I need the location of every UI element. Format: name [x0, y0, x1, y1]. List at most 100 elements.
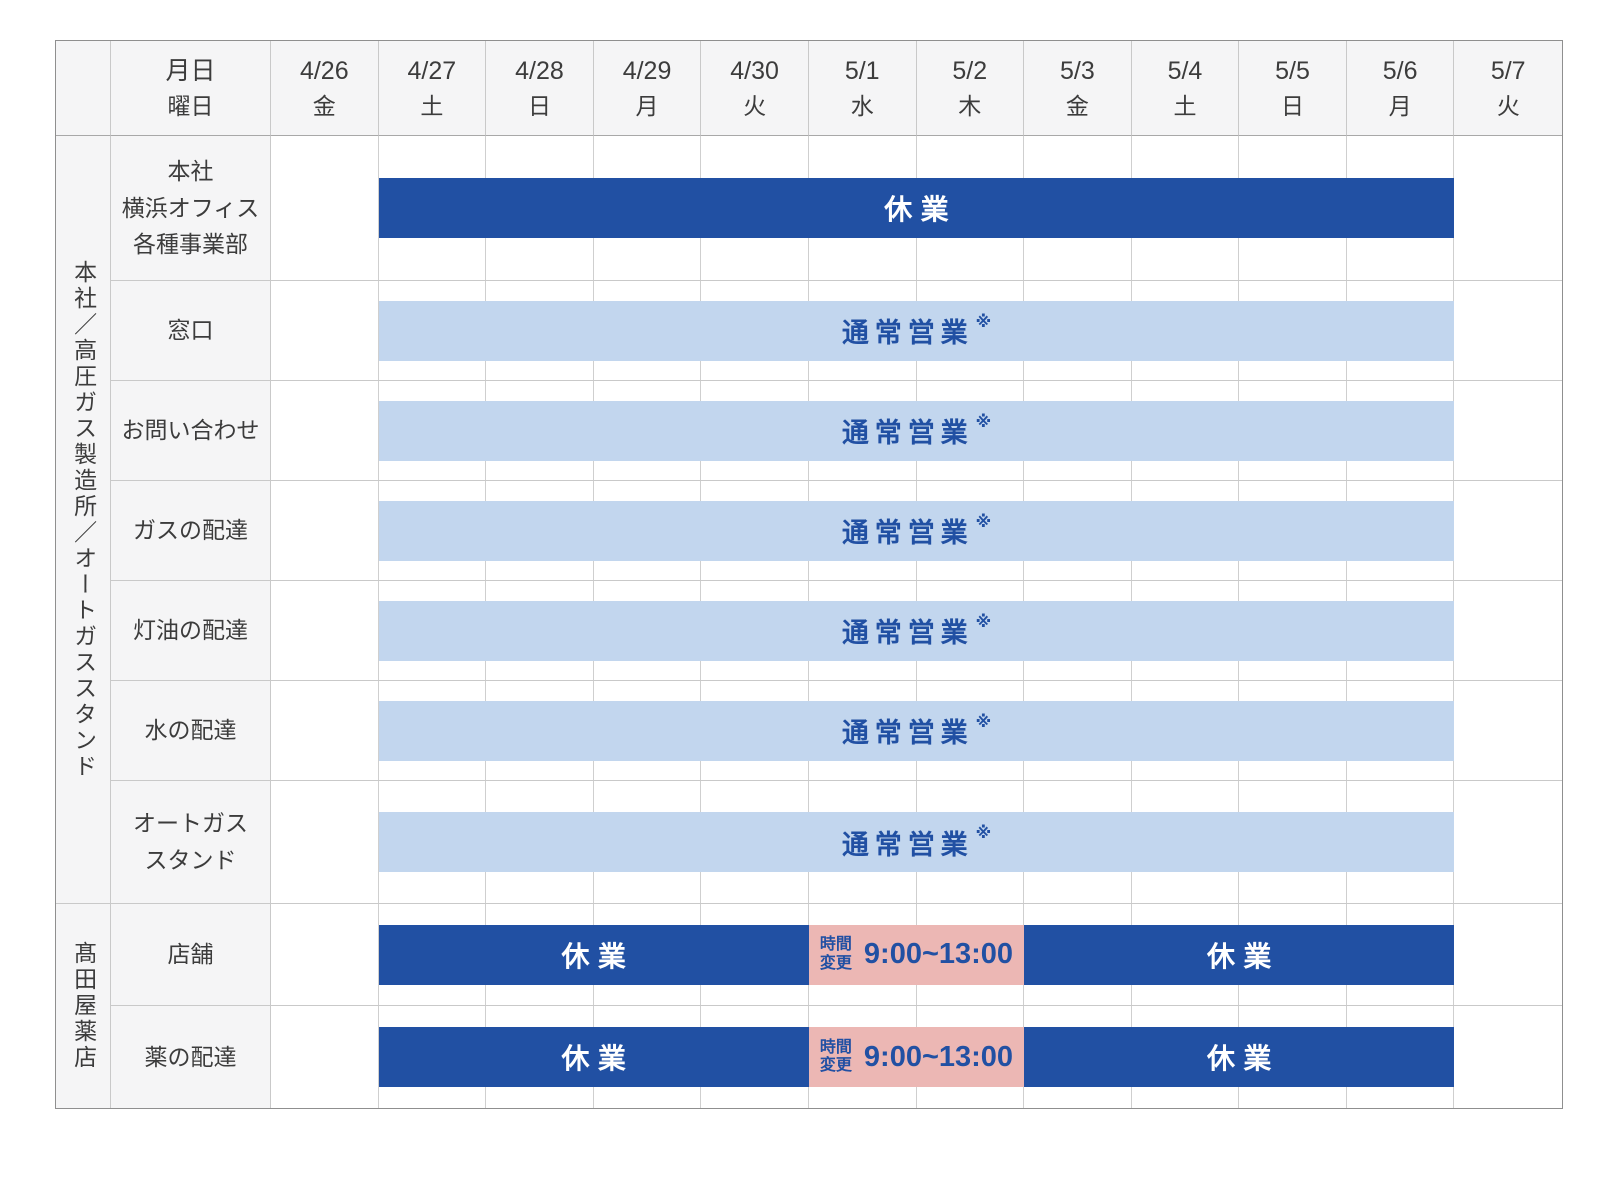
- date-weekday-header-cell: 月日 曜日: [111, 41, 271, 136]
- grid-cell: [271, 904, 379, 1005]
- schedule-track: 通常営業 ※: [271, 481, 1562, 581]
- row-label: 薬の配達: [144, 1043, 237, 1070]
- bar-label: 休業: [561, 940, 635, 972]
- grid-cell: [1454, 381, 1562, 480]
- day-header-cell: 5/6 月: [1346, 41, 1455, 136]
- closed-bar: 休業: [1024, 1027, 1455, 1087]
- normal-operation-bar: 通常営業 ※: [378, 300, 1455, 361]
- grid-cell: [1454, 904, 1562, 1005]
- day-header-weekday: 日: [1281, 92, 1305, 119]
- row-label: オートガス スタンド: [133, 810, 248, 873]
- hours-changed-label: 時間 変更: [819, 1038, 852, 1074]
- normal-operation-bar: 通常営業 ※: [378, 700, 1455, 761]
- grid-cell: [1454, 481, 1562, 580]
- bar-label: 通常営業: [841, 718, 974, 748]
- group-label: 髙田屋薬店: [70, 941, 97, 1071]
- day-header-weekday: 日: [527, 92, 551, 119]
- closed-bar: 休業: [378, 924, 809, 985]
- day-header-weekday: 金: [312, 92, 336, 119]
- hours-value: 9:00~13:00: [863, 1040, 1014, 1073]
- row-label: 灯油の配達: [133, 617, 248, 644]
- day-header-weekday: 月: [1388, 92, 1412, 119]
- note-asterisk: ※: [975, 825, 992, 842]
- day-header-date: 4/26: [299, 56, 349, 85]
- hours-value: 9:00~13:00: [863, 938, 1014, 970]
- closed-bar: 休業: [378, 1027, 809, 1087]
- day-header-date: 5/5: [1275, 56, 1310, 85]
- bar-label: 通常営業: [841, 829, 974, 860]
- grid-cell: [271, 1006, 379, 1108]
- schedule-track: 通常営業 ※: [271, 781, 1562, 904]
- schedule-track: 通常営業 ※: [271, 681, 1562, 781]
- row-label: 水の配達: [144, 717, 237, 744]
- schedule-track: 休業 時間 変更 9:00~13:00 休業: [271, 1006, 1562, 1108]
- day-header-date: 4/29: [622, 56, 672, 85]
- row-label: お問い合わせ: [121, 417, 260, 444]
- closed-bar: 休業: [378, 178, 1455, 238]
- grid-cell: [1454, 1006, 1562, 1108]
- bar-label: 休業: [1207, 1043, 1280, 1074]
- day-header-cell: 5/1 水: [808, 41, 917, 136]
- bar-label: 休業: [561, 1043, 635, 1074]
- row-label: 店舗: [167, 941, 214, 968]
- day-header-weekday: 土: [1173, 92, 1197, 119]
- grid-cell: [271, 681, 379, 780]
- note-asterisk: ※: [975, 613, 992, 631]
- day-header-date: 5/3: [1059, 56, 1095, 85]
- day-header-weekday: 木: [958, 92, 982, 119]
- normal-operation-bar: 通常営業 ※: [378, 500, 1455, 561]
- day-header-cell: 4/27 土: [378, 41, 487, 136]
- day-header-date: 4/27: [407, 56, 457, 85]
- row-label-cell: お問い合わせ: [111, 381, 271, 481]
- row-label-cell: オートガス スタンド: [111, 781, 271, 904]
- day-header-date: 5/4: [1167, 56, 1203, 85]
- schedule-track: 休業: [271, 136, 1562, 281]
- day-header-cell: 4/26 金: [271, 41, 379, 136]
- date-column-label: 月日: [165, 56, 216, 85]
- corner-cell: [56, 41, 111, 136]
- hours-changed-bar: 時間 変更 9:00~13:00: [808, 1027, 1025, 1087]
- grid-cell: [271, 781, 379, 903]
- grid-cell: [1454, 581, 1562, 680]
- grid-cell: [271, 381, 379, 480]
- day-header-date: 5/6: [1382, 56, 1418, 85]
- day-header-weekday: 金: [1065, 92, 1089, 119]
- holiday-schedule-table: 月日 曜日 4/26 金 4/27 土 4/28 日 4/29 月 4/30 火 5/1 水 5/2 木 5/3…: [55, 40, 1563, 1109]
- day-header-date: 5/2: [952, 56, 988, 85]
- bar-label: 休業: [884, 194, 958, 225]
- day-header-weekday: 月: [635, 92, 659, 119]
- row-label-cell: 灯油の配達: [111, 581, 271, 681]
- row-label-cell: ガスの配達: [111, 481, 271, 581]
- day-header-date: 4/30: [730, 56, 779, 85]
- row-label-cell: 窓口: [111, 281, 271, 381]
- group-label: 本社／高圧ガス製造所／オートガススタンド: [70, 259, 97, 780]
- day-header-cell: 5/3 金: [1024, 41, 1132, 136]
- grid-cell: [271, 281, 379, 380]
- schedule-track: 通常営業 ※: [271, 381, 1562, 481]
- day-header-cell: 4/28 日: [486, 41, 594, 136]
- normal-operation-bar: 通常営業 ※: [378, 812, 1455, 872]
- group-label-cell: 髙田屋薬店: [56, 904, 111, 1108]
- hours-changed-label: 時間 変更: [819, 936, 852, 972]
- day-header-weekday: 土: [420, 92, 444, 119]
- normal-operation-bar: 通常営業 ※: [378, 600, 1455, 661]
- hours-changed-bar: 時間 変更 9:00~13:00: [808, 924, 1025, 985]
- day-header-cell: 4/29 月: [593, 41, 702, 136]
- row-label-cell: 薬の配達: [111, 1006, 271, 1108]
- note-asterisk: ※: [975, 513, 992, 531]
- day-header-cell: 4/30 火: [701, 41, 809, 136]
- day-header-cell: 5/2 木: [916, 41, 1025, 136]
- day-header-weekday: 水: [850, 92, 874, 119]
- closed-bar: 休業: [1024, 924, 1455, 985]
- day-header-date: 5/7: [1490, 56, 1526, 85]
- normal-operation-bar: 通常営業 ※: [378, 400, 1455, 461]
- bar-label: 通常営業: [841, 418, 974, 448]
- grid-cell: [1454, 281, 1562, 380]
- bar-label: 休業: [1207, 940, 1280, 972]
- grid-cell: [1454, 681, 1562, 780]
- weekday-column-label: 曜日: [167, 92, 214, 119]
- bar-label: 通常営業: [841, 618, 974, 648]
- schedule-track: 通常営業 ※: [271, 281, 1562, 381]
- row-label-cell: 本社 横浜オフィス 各種事業部: [111, 136, 271, 281]
- note-asterisk: ※: [975, 713, 992, 731]
